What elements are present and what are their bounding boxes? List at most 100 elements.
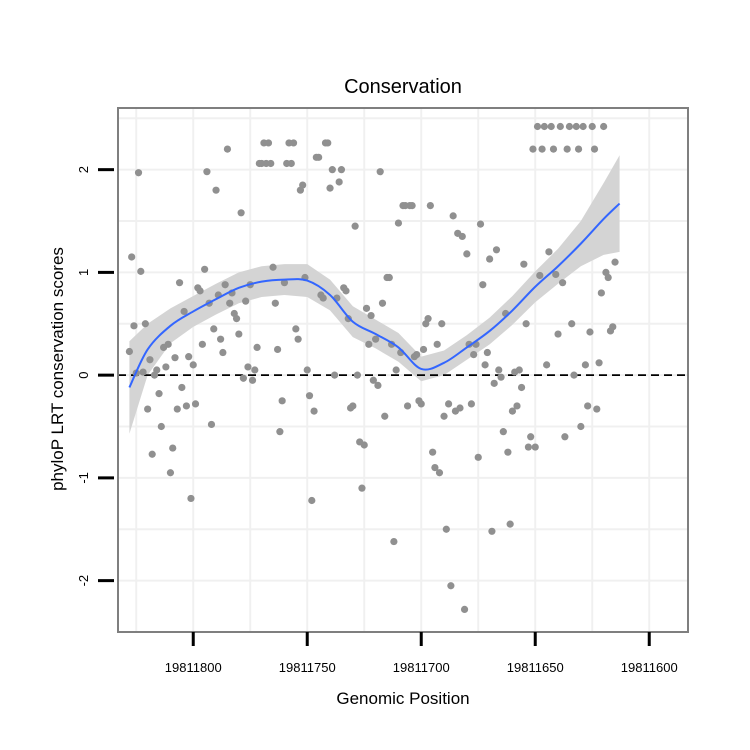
data-point bbox=[253, 343, 261, 351]
data-point bbox=[157, 422, 165, 431]
data-point bbox=[319, 294, 327, 302]
data-point bbox=[563, 145, 571, 153]
data-point bbox=[490, 379, 498, 387]
data-point bbox=[385, 273, 393, 282]
data-point bbox=[540, 122, 548, 131]
data-point bbox=[595, 359, 603, 367]
data-point bbox=[504, 448, 512, 456]
data-point bbox=[488, 527, 496, 535]
data-point bbox=[201, 265, 209, 273]
data-point bbox=[529, 145, 537, 153]
data-point bbox=[310, 407, 318, 415]
data-point bbox=[360, 441, 368, 449]
plot-panel-border bbox=[117, 107, 689, 633]
y-tick-label: 1 bbox=[76, 269, 91, 276]
data-point bbox=[426, 202, 434, 210]
data-point bbox=[162, 363, 170, 371]
data-point bbox=[130, 322, 138, 330]
data-point bbox=[586, 328, 594, 336]
data-point bbox=[244, 363, 252, 371]
data-point bbox=[342, 287, 350, 295]
data-point bbox=[438, 320, 446, 328]
data-point bbox=[326, 184, 334, 192]
data-point bbox=[217, 335, 225, 343]
data-point bbox=[376, 168, 384, 176]
data-point bbox=[251, 366, 259, 374]
data-point bbox=[139, 368, 147, 376]
data-point bbox=[196, 287, 204, 295]
data-point bbox=[267, 159, 275, 168]
data-point bbox=[495, 366, 503, 374]
data-point bbox=[367, 311, 375, 320]
data-point bbox=[305, 392, 314, 400]
data-point bbox=[609, 323, 617, 331]
data-point bbox=[394, 219, 403, 227]
data-point bbox=[463, 250, 471, 258]
data-point bbox=[531, 443, 539, 451]
data-point bbox=[440, 412, 448, 420]
data-point bbox=[533, 122, 542, 131]
data-point bbox=[125, 347, 133, 356]
data-point bbox=[408, 202, 416, 210]
data-point bbox=[604, 273, 612, 282]
data-point bbox=[374, 381, 382, 390]
data-point bbox=[203, 168, 211, 176]
data-point bbox=[210, 325, 218, 333]
data-point bbox=[497, 373, 505, 381]
data-point bbox=[358, 484, 366, 492]
data-point bbox=[308, 496, 316, 505]
data-point bbox=[337, 166, 346, 174]
data-point bbox=[271, 299, 279, 307]
data-point bbox=[515, 366, 523, 374]
data-point bbox=[547, 122, 555, 131]
data-point bbox=[419, 345, 428, 354]
data-point bbox=[520, 260, 528, 268]
data-point bbox=[577, 422, 585, 431]
data-point bbox=[570, 371, 578, 379]
data-point bbox=[483, 348, 491, 357]
data-point bbox=[527, 433, 535, 441]
data-point bbox=[545, 248, 553, 256]
data-point bbox=[237, 209, 245, 217]
data-point bbox=[153, 366, 161, 374]
data-point bbox=[169, 444, 177, 452]
data-point bbox=[189, 361, 197, 369]
data-point bbox=[328, 166, 336, 174]
data-point bbox=[479, 281, 487, 289]
data-point bbox=[470, 350, 478, 359]
data-point bbox=[403, 402, 412, 410]
chart-title: Conservation bbox=[344, 76, 462, 98]
data-point bbox=[178, 383, 186, 392]
data-point bbox=[474, 453, 482, 461]
data-point bbox=[351, 222, 359, 230]
x-tick-label: 19811600 bbox=[621, 660, 678, 675]
data-point bbox=[276, 428, 284, 436]
data-point bbox=[431, 464, 439, 472]
data-point bbox=[335, 178, 343, 186]
x-tick-label: 19811650 bbox=[507, 660, 564, 675]
data-point bbox=[538, 145, 546, 153]
data-point bbox=[508, 407, 517, 415]
data-point bbox=[166, 469, 175, 477]
data-point bbox=[424, 315, 432, 323]
data-point bbox=[207, 420, 216, 429]
data-point bbox=[349, 402, 357, 410]
data-point bbox=[456, 404, 464, 412]
data-point bbox=[572, 122, 580, 131]
data-point bbox=[481, 361, 489, 369]
data-point bbox=[476, 220, 485, 228]
data-point bbox=[590, 145, 599, 153]
data-point bbox=[417, 400, 425, 408]
data-point bbox=[331, 371, 339, 379]
data-point bbox=[239, 374, 247, 382]
smooth-curve bbox=[128, 202, 621, 388]
data-point bbox=[187, 494, 195, 503]
data-point bbox=[141, 320, 149, 328]
data-point bbox=[171, 354, 179, 362]
x-tick-label: 19811800 bbox=[165, 660, 222, 675]
smooth-curve-layer bbox=[128, 202, 621, 388]
confidence-band-layer bbox=[129, 155, 620, 434]
data-point bbox=[137, 267, 145, 275]
y-axis-label: phyloP LRT conservation scores bbox=[48, 247, 67, 491]
